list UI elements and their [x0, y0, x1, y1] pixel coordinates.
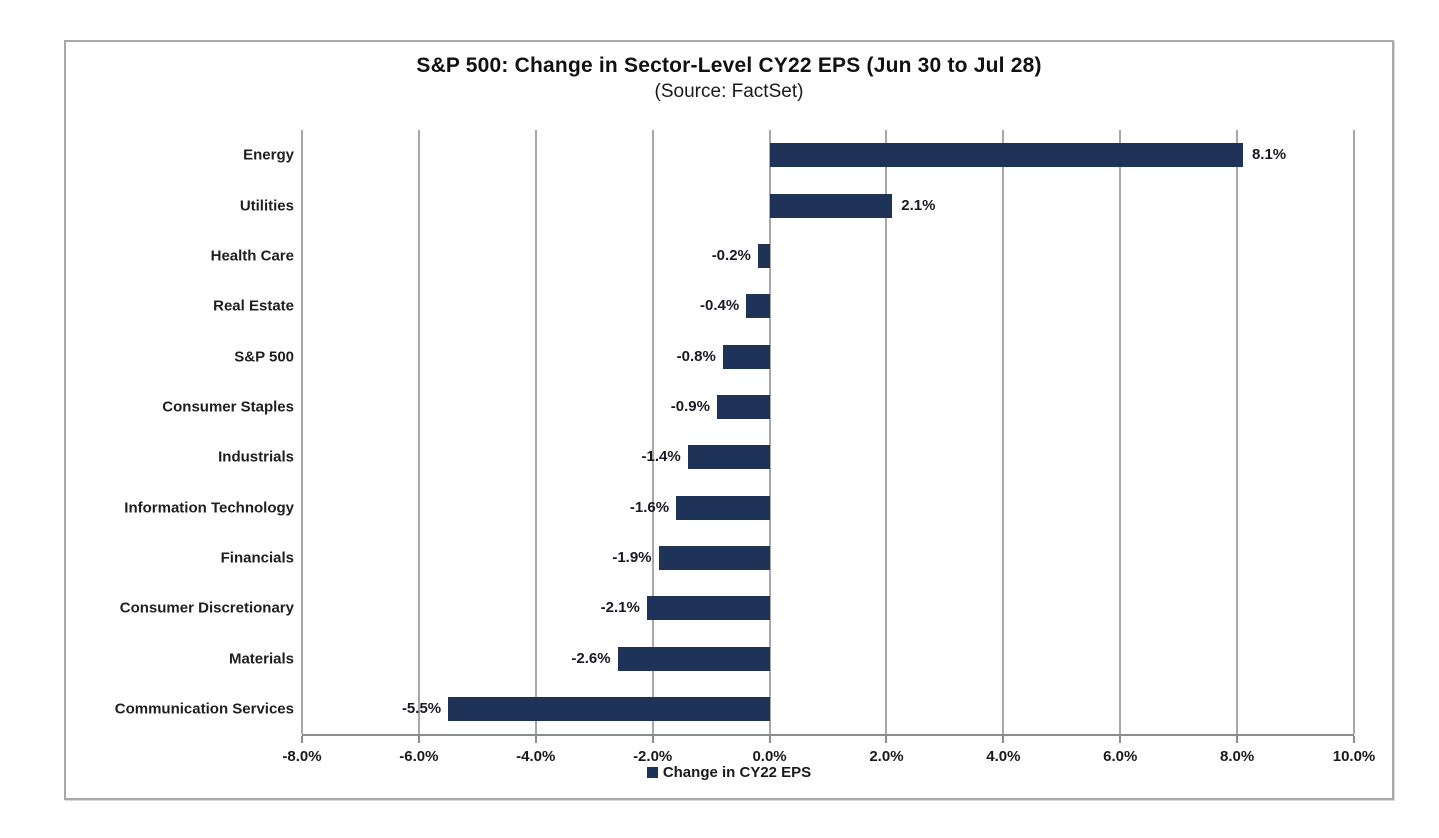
- bar: [757, 243, 770, 268]
- category-label: Real Estate: [213, 297, 294, 315]
- axis-tick: [1353, 736, 1355, 743]
- bar-value-label: -0.4%: [700, 297, 740, 315]
- axis-tick: [301, 736, 303, 743]
- bar: [646, 596, 770, 621]
- axis-tick: [1236, 736, 1239, 743]
- x-tick-label: -2.0%: [633, 748, 673, 765]
- bar: [722, 344, 770, 369]
- category-label: Energy: [243, 146, 294, 164]
- bar-value-label: -0.2%: [711, 246, 751, 264]
- x-tick-label: 8.0%: [1220, 748, 1255, 765]
- bar: [448, 696, 770, 721]
- axis-tick: [534, 736, 537, 743]
- x-tick-label: -4.0%: [516, 748, 556, 765]
- gridline: [1236, 130, 1239, 734]
- category-label: Communication Services: [114, 700, 294, 718]
- gridline: [1119, 130, 1122, 734]
- bar-value-label: -1.6%: [629, 498, 670, 516]
- x-tick-label: 4.0%: [986, 748, 1021, 765]
- axis-tick: [1002, 736, 1005, 743]
- axis-tick: [768, 736, 771, 743]
- plot-area: -8.0% -6.0% -4.0% -2.0% 0.0% 2.0% 4.0% 6.0% 8.0%…: [115, 130, 1375, 765]
- gridline: [1002, 130, 1005, 734]
- chart-subtitle: (Source: FactSet): [654, 81, 804, 102]
- category-label: Financials: [220, 549, 294, 567]
- bar: [617, 646, 770, 671]
- chart-legend: Change in CY22 EPS: [66, 764, 1392, 781]
- axis-tick: [651, 736, 654, 743]
- gridline: [885, 130, 888, 734]
- gridline: [301, 130, 303, 734]
- chart-title: S&P 500: Change in Sector-Level CY22 EPS…: [416, 54, 1042, 77]
- x-tick-label: -8.0%: [282, 748, 322, 765]
- bar: [769, 143, 1243, 168]
- axis-tick: [1119, 736, 1122, 743]
- axis-tick: [885, 736, 888, 743]
- category-label: S&P 500: [234, 348, 294, 365]
- bar-value-label: 2.1%: [901, 196, 936, 214]
- axis-tick: [417, 736, 420, 743]
- category-label: Consumer Discretionary: [119, 599, 294, 617]
- bar: [687, 445, 770, 470]
- chart-frame: S&P 500: Change in Sector-Level CY22 EPS…: [64, 40, 1394, 800]
- bar-value-label: -1.9%: [612, 548, 652, 566]
- category-label: Health Care: [210, 247, 294, 265]
- bar-value-label: -0.9%: [670, 397, 710, 415]
- chart-title-block: S&P 500: Change in Sector-Level CY22 EPS…: [66, 54, 1392, 103]
- x-tick-label: 2.0%: [869, 748, 904, 765]
- x-tick-label: 6.0%: [1103, 748, 1138, 765]
- bar: [716, 394, 770, 419]
- bar-value-label: -0.8%: [676, 347, 716, 365]
- bar: [658, 545, 770, 570]
- gridline: [768, 130, 771, 734]
- gridline: [534, 130, 537, 734]
- gridline: [1353, 130, 1355, 734]
- bar-value-label: -2.1%: [600, 599, 640, 617]
- category-label: Utilities: [239, 197, 294, 214]
- legend-label: Change in CY22 EPS: [662, 764, 812, 781]
- bar: [769, 193, 893, 218]
- gridline: [651, 130, 654, 734]
- bar-value-label: -2.6%: [571, 649, 611, 667]
- bar-value-label: 8.1%: [1251, 146, 1287, 164]
- bar: [676, 495, 770, 520]
- bar-value-label: -5.5%: [401, 699, 442, 717]
- bar: [746, 294, 770, 319]
- legend-swatch-icon: [646, 767, 658, 778]
- bar-value-label: -1.4%: [641, 448, 681, 466]
- x-tick-label: -6.0%: [399, 748, 439, 765]
- category-label: Industrials: [218, 448, 294, 466]
- x-tick-label: 0.0%: [752, 748, 787, 765]
- category-label: Information Technology: [124, 499, 294, 516]
- x-tick-label: 10.0%: [1332, 748, 1376, 765]
- category-label: Materials: [228, 650, 294, 667]
- category-label: Consumer Staples: [162, 398, 294, 416]
- gridline: [417, 130, 420, 734]
